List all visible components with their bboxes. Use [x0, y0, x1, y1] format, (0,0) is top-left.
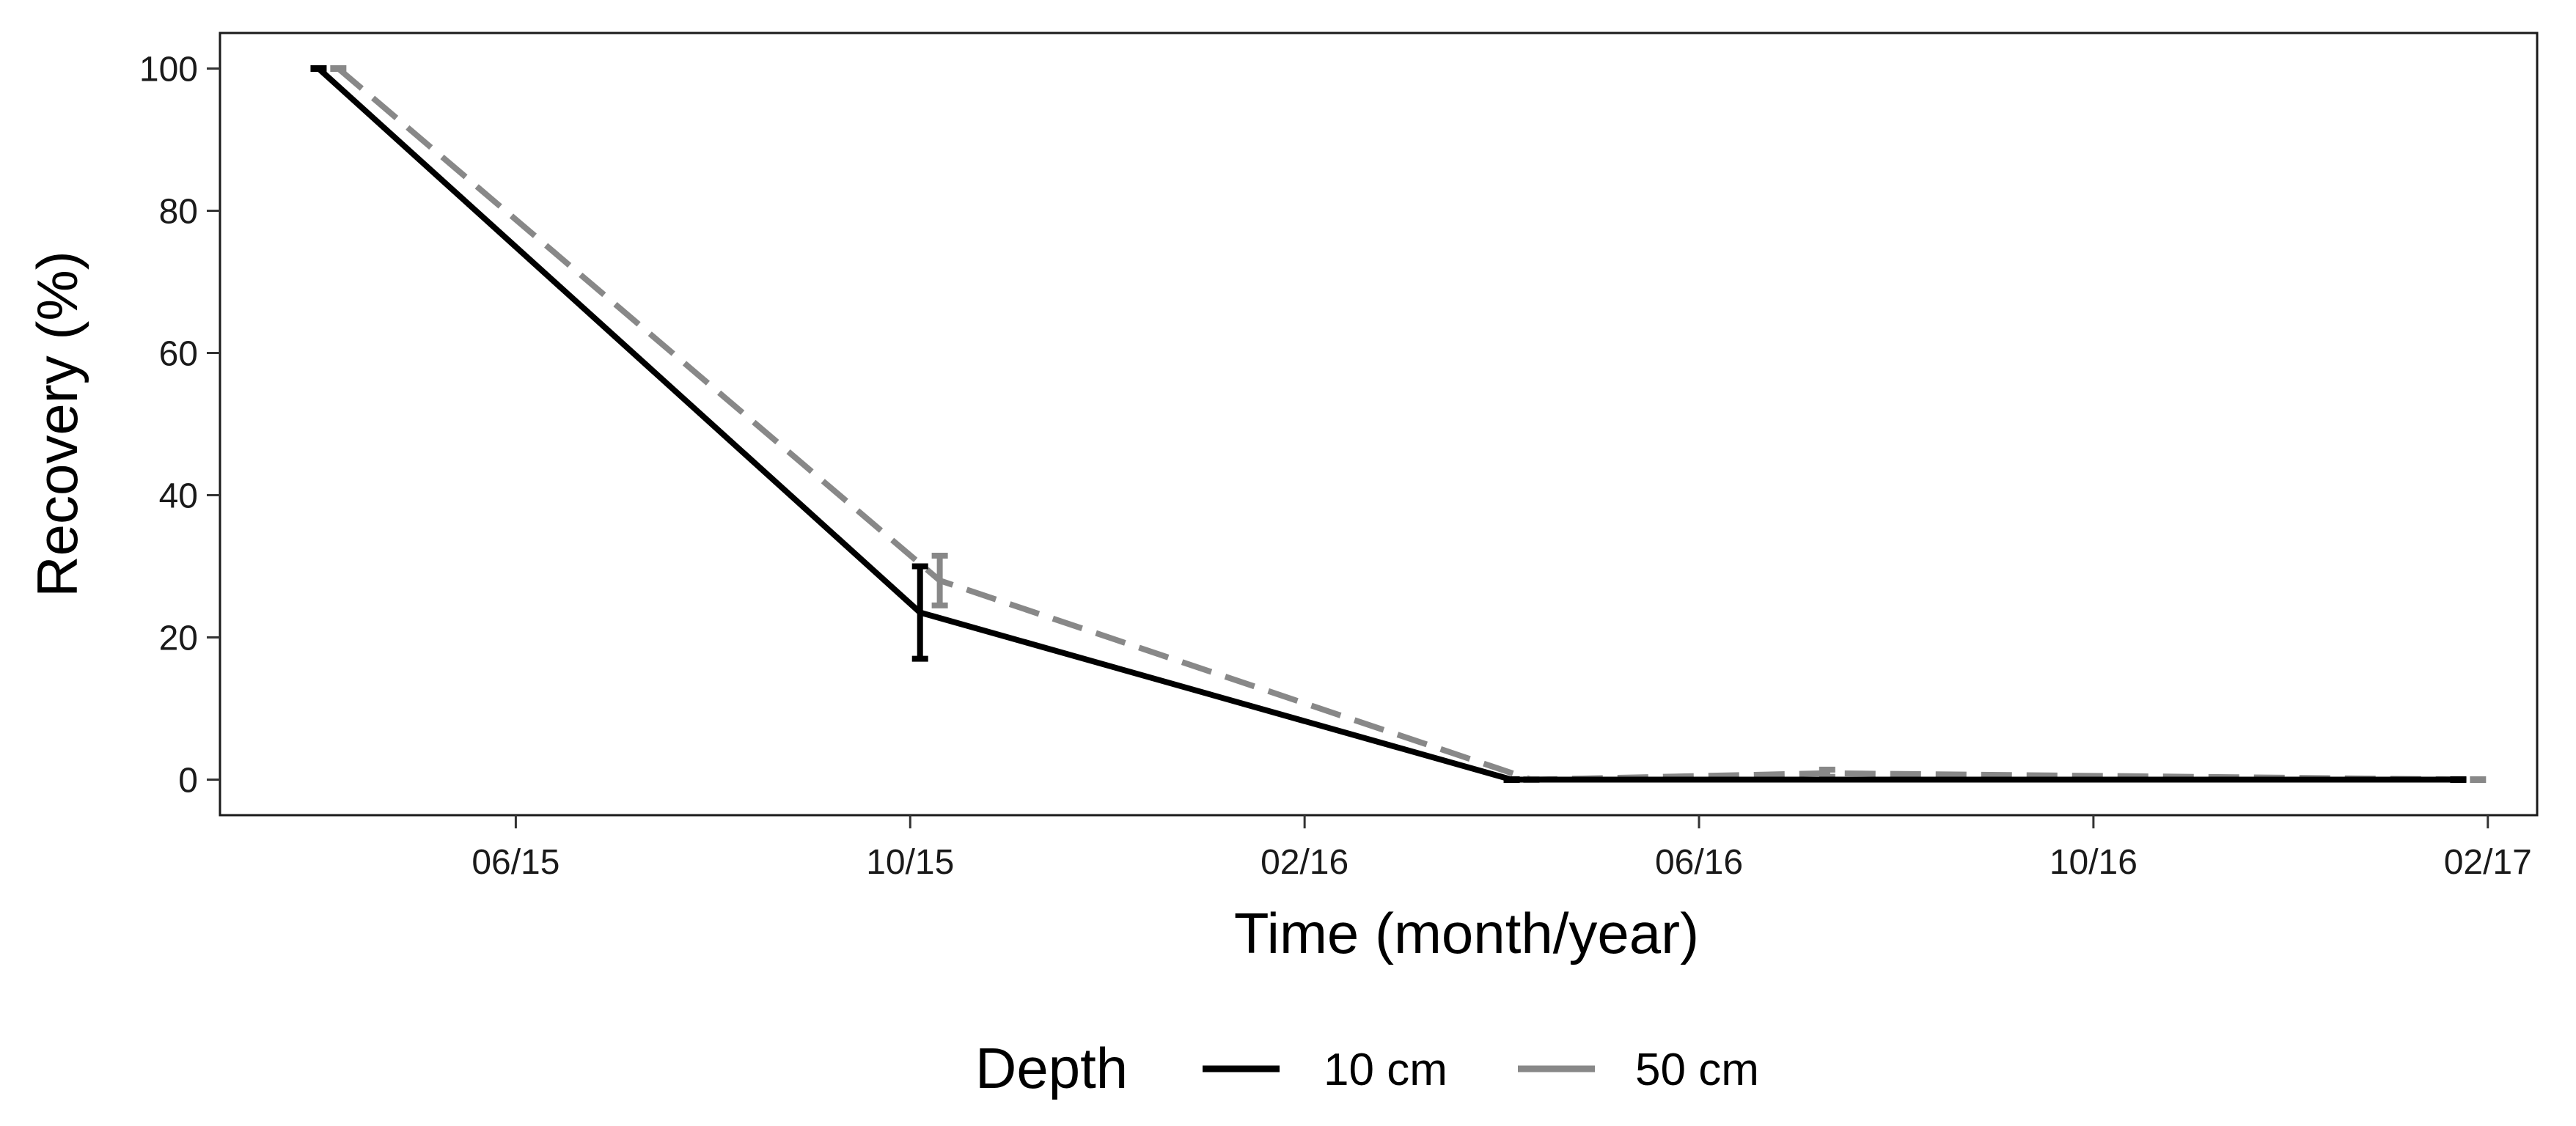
series-layer — [310, 65, 2487, 783]
series-50cm — [330, 65, 2487, 783]
series-line-50cm — [336, 66, 2478, 783]
series-line-10cm — [316, 66, 2459, 783]
x-tick-label-06-16: 06/16 — [1655, 843, 1743, 882]
series-10cm — [310, 65, 2467, 783]
y-tick-label-80: 80 — [159, 193, 198, 232]
y-tick-label-20: 20 — [159, 619, 198, 658]
axes: 0 20 40 60 80 100 06/15 10/15 02/16 06/16 10/16 02/… — [139, 32, 2539, 882]
x-tick-label-02-17: 02/17 — [2444, 843, 2532, 882]
legend-label-10cm: 10 cm — [1324, 1045, 1447, 1095]
x-tick-label-10-15: 10/15 — [866, 843, 954, 882]
y-tick-label-0: 0 — [178, 762, 198, 801]
error-bar-50cm-1 — [931, 552, 948, 608]
legend: Depth 10 cm 50 cm — [975, 1036, 1759, 1100]
y-tick-label-60: 60 — [159, 335, 198, 374]
y-tick-label-100: 100 — [139, 51, 198, 89]
x-tick-label-10-16: 10/16 — [2050, 843, 2138, 882]
x-tick-label-02-16: 02/16 — [1261, 843, 1348, 882]
y-tick-label-40: 40 — [159, 477, 198, 516]
x-axis-title: Time (month/year) — [1234, 901, 1699, 965]
plot-panel-border — [219, 32, 2539, 817]
y-axis-title: Recovery (%) — [25, 251, 89, 597]
error-bar-10cm-1 — [911, 563, 928, 662]
legend-label-50cm: 50 cm — [1635, 1045, 1759, 1095]
x-tick-label-06-15: 06/15 — [471, 843, 559, 882]
legend-title: Depth — [975, 1036, 1128, 1100]
